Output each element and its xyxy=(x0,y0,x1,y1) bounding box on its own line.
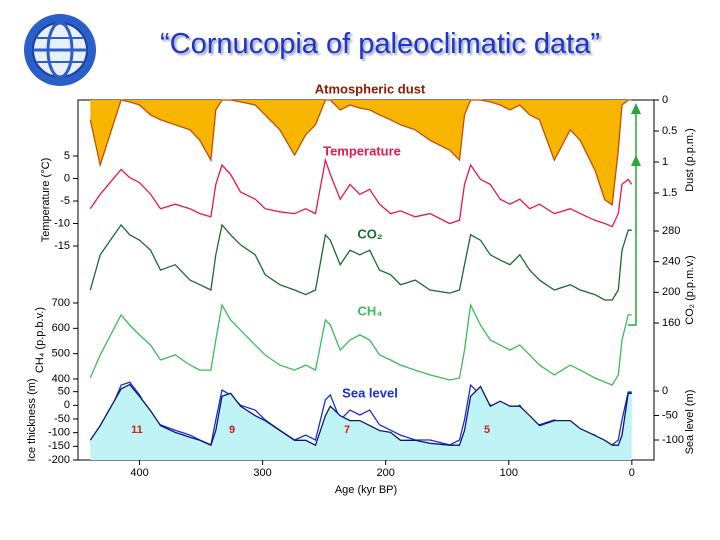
y-tick-label: -100 xyxy=(662,434,684,446)
y-tick-label: -100 xyxy=(48,427,70,439)
y-axis-label: Sea level (m) xyxy=(684,390,696,455)
y-tick-label: 500 xyxy=(52,348,70,360)
y-tick-label: -5 xyxy=(60,195,70,207)
y-tick-label: 700 xyxy=(52,297,70,309)
stage-label: 7 xyxy=(344,424,350,436)
y-tick-label: 200 xyxy=(662,286,680,298)
arrow-shaft xyxy=(628,108,637,326)
series-line xyxy=(89,99,632,206)
y-tick-label: 1.5 xyxy=(662,187,677,199)
stage-label: 9 xyxy=(229,424,235,436)
panel-title: CO₂ xyxy=(357,226,383,241)
y-axis-label: Ice thickness (m) xyxy=(26,378,38,461)
y-tick-label: 0 xyxy=(662,385,668,397)
x-axis-label: Age (kyr BP) xyxy=(335,484,397,496)
y-tick-label: 50 xyxy=(58,386,70,398)
arrow-head xyxy=(631,103,641,114)
y-tick-label: 0.5 xyxy=(662,125,677,137)
logo xyxy=(24,14,96,86)
x-tick-label: 300 xyxy=(253,467,271,479)
y-tick-label: 0 xyxy=(662,94,668,106)
y-tick-label: 1 xyxy=(662,156,668,168)
panel-title: Temperature xyxy=(323,143,401,158)
y-axis-label: Dust (p.p.m.) xyxy=(684,128,696,192)
y-tick-label: 5 xyxy=(64,150,70,162)
series-line xyxy=(89,302,632,386)
stage-label: 5 xyxy=(484,424,490,436)
panel-title: Atmospheric dust xyxy=(315,81,426,96)
y-tick-label: 400 xyxy=(52,373,70,385)
y-tick-label: 240 xyxy=(662,256,680,268)
y-tick-label: 280 xyxy=(662,225,680,237)
series-line xyxy=(89,223,632,301)
series-line xyxy=(89,157,633,228)
y-tick-label: 0 xyxy=(64,399,70,411)
y-tick-label: -50 xyxy=(662,409,678,421)
y-tick-label: -150 xyxy=(48,440,70,452)
panel-title: Sea level xyxy=(342,385,398,400)
area-fill xyxy=(90,100,632,205)
x-tick-label: 400 xyxy=(130,467,148,479)
y-tick-label: -50 xyxy=(54,413,70,425)
x-tick-label: 200 xyxy=(377,467,395,479)
slide-title: “Cornucopia of paleoclimatic data” xyxy=(159,28,601,60)
arrow-head xyxy=(631,155,641,166)
y-tick-label: -15 xyxy=(54,240,70,252)
x-tick-label: 0 xyxy=(629,467,635,479)
stage-label: 11 xyxy=(131,424,143,436)
y-tick-label: -10 xyxy=(54,217,70,229)
y-tick-label: 600 xyxy=(52,322,70,334)
x-tick-label: 100 xyxy=(500,467,518,479)
y-tick-label: 160 xyxy=(662,317,680,329)
y-tick-label: -200 xyxy=(48,454,70,466)
y-tick-label: 0 xyxy=(64,172,70,184)
series-line xyxy=(89,383,632,447)
y-axis-label: Temperature (°C) xyxy=(40,158,52,242)
panel-title: CH₄ xyxy=(358,303,383,318)
y-axis-label: CO₂ (p.p.m.v.) xyxy=(684,255,696,324)
trend-arrow xyxy=(628,103,641,326)
y-axis-label: CH₄ (p.p.b.v.) xyxy=(34,307,46,373)
